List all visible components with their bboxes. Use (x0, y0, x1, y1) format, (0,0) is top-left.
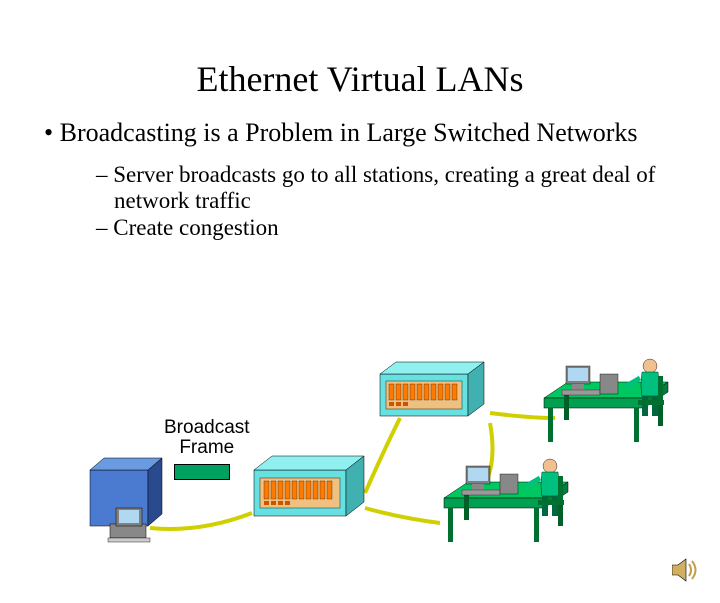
broadcast-frame-rect (174, 464, 230, 480)
speaker-icon (672, 557, 702, 588)
switch-icon-2 (380, 362, 484, 416)
switch-icon-1 (254, 456, 364, 516)
bullet-main: Broadcasting is a Problem in Large Switc… (44, 118, 680, 148)
bullet-sub-1: Server broadcasts go to all stations, cr… (96, 162, 660, 215)
workstation-icon-1 (444, 459, 568, 542)
bullet-sub-2: Create congestion (96, 215, 660, 241)
network-diagram: Broadcast Frame (0, 358, 720, 598)
workstation-icon-2 (544, 359, 668, 442)
diagram-svg (0, 358, 720, 598)
broadcast-label-line1: Broadcast (164, 417, 250, 438)
broadcast-frame-label: Broadcast Frame (164, 418, 250, 458)
slide-title: Ethernet Virtual LANs (0, 58, 720, 100)
broadcast-label-line2: Frame (179, 437, 234, 458)
